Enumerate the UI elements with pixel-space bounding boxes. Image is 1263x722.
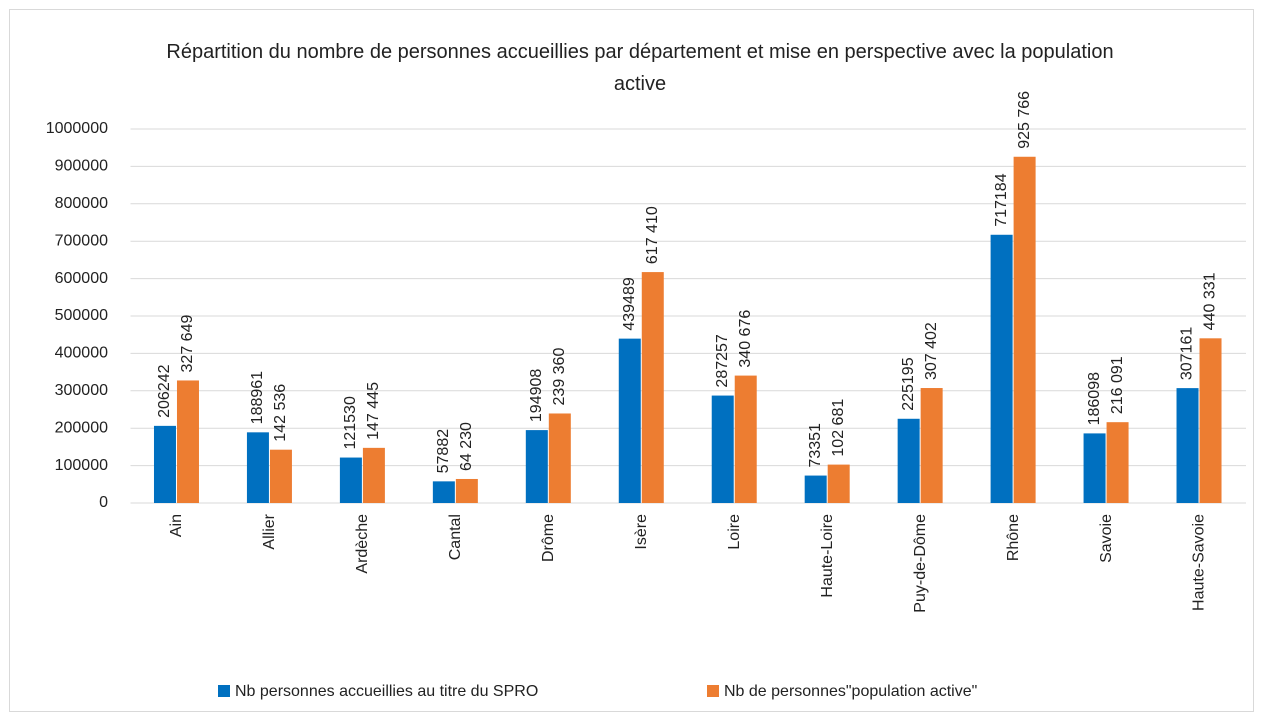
data-label: 327 649 bbox=[179, 315, 196, 373]
x-tick-label: Haute-Loire bbox=[819, 514, 836, 598]
data-label: 440 331 bbox=[1202, 272, 1219, 330]
bar bbox=[1106, 422, 1129, 503]
y-tick-label: 900000 bbox=[55, 158, 108, 175]
y-tick-label: 100000 bbox=[55, 457, 108, 474]
legend-swatch bbox=[218, 685, 230, 697]
data-label: 617 410 bbox=[644, 206, 661, 264]
data-label: 57882 bbox=[435, 429, 452, 474]
legend-swatch bbox=[707, 685, 719, 697]
data-label: 102 681 bbox=[830, 399, 847, 457]
x-tick-label: Haute-Savoie bbox=[1191, 514, 1208, 611]
bar bbox=[734, 375, 757, 503]
data-label: 717184 bbox=[993, 173, 1010, 226]
bar bbox=[432, 481, 455, 503]
data-label: 216 091 bbox=[1109, 356, 1126, 414]
bar bbox=[246, 432, 269, 503]
x-tick-label: Drôme bbox=[540, 514, 557, 562]
data-label: 147 445 bbox=[365, 382, 382, 440]
x-tick-label: Ardèche bbox=[354, 514, 371, 574]
y-tick-label: 1000000 bbox=[46, 120, 108, 137]
chart-title: Répartition du nombre de personnes accue… bbox=[166, 41, 1114, 95]
legend-label: Nb personnes accueillies au titre du SPR… bbox=[235, 683, 538, 700]
data-label: 340 676 bbox=[737, 310, 754, 368]
x-tick-label: Puy-de-Dôme bbox=[912, 514, 929, 613]
bar bbox=[153, 425, 176, 503]
x-tick-label: Cantal bbox=[447, 514, 464, 560]
bar bbox=[1176, 388, 1199, 503]
data-label: 142 536 bbox=[272, 384, 289, 442]
data-label: 73351 bbox=[807, 423, 824, 468]
x-tick-label: Allier bbox=[261, 513, 278, 549]
data-label: 206242 bbox=[156, 364, 173, 417]
x-tick-label: Ain bbox=[168, 514, 185, 537]
data-label: 121530 bbox=[342, 396, 359, 449]
y-tick-label: 700000 bbox=[55, 232, 108, 249]
bar bbox=[525, 430, 548, 503]
bar bbox=[1013, 156, 1036, 503]
bar bbox=[804, 475, 827, 503]
bar bbox=[1199, 338, 1222, 503]
bar bbox=[548, 413, 571, 503]
legend-label: Nb de personnes"population active" bbox=[724, 683, 977, 700]
bar bbox=[990, 234, 1013, 503]
data-label: 186098 bbox=[1086, 372, 1103, 425]
y-tick-label: 300000 bbox=[55, 382, 108, 399]
bar bbox=[618, 338, 641, 503]
bar bbox=[897, 418, 920, 503]
data-label: 307161 bbox=[1179, 327, 1196, 380]
data-label: 307 402 bbox=[923, 322, 940, 380]
x-tick-label: Savoie bbox=[1098, 514, 1115, 563]
bar bbox=[339, 457, 362, 503]
bar bbox=[711, 395, 734, 503]
bar bbox=[1083, 433, 1106, 503]
bar bbox=[269, 449, 292, 503]
y-tick-label: 500000 bbox=[55, 307, 108, 324]
data-label: 925 766 bbox=[1016, 91, 1033, 149]
y-tick-label: 0 bbox=[99, 494, 108, 511]
bar bbox=[455, 478, 478, 503]
y-tick-label: 400000 bbox=[55, 345, 108, 362]
data-label: 64 230 bbox=[458, 422, 475, 471]
data-label: 287257 bbox=[714, 334, 731, 387]
y-tick-label: 800000 bbox=[55, 195, 108, 212]
y-tick-label: 600000 bbox=[55, 270, 108, 287]
x-tick-label: Rhône bbox=[1005, 514, 1022, 561]
y-tick-label: 200000 bbox=[55, 419, 108, 436]
x-tick-label: Loire bbox=[726, 514, 743, 550]
data-label: 439489 bbox=[621, 277, 638, 330]
bar bbox=[362, 447, 385, 503]
data-label: 188961 bbox=[249, 371, 266, 424]
bar bbox=[827, 464, 850, 503]
bar bbox=[920, 388, 943, 503]
x-tick-label: Isère bbox=[633, 514, 650, 550]
data-label: 225195 bbox=[900, 357, 917, 410]
data-label: 194908 bbox=[528, 369, 545, 422]
data-label: 239 360 bbox=[551, 348, 568, 406]
bar bbox=[641, 272, 664, 503]
bar bbox=[176, 380, 199, 503]
